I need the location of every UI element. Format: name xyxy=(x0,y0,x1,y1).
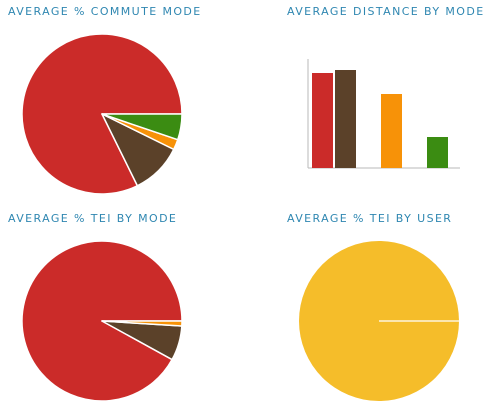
chart-title-distance-by-mode: AVERAGE DISTANCE BY MODE xyxy=(287,5,485,18)
bar-chart-distance-by-mode xyxy=(307,59,460,169)
chart-title-tei-by-user: AVERAGE % TEI BY USER xyxy=(287,212,453,225)
bar-0 xyxy=(312,73,333,168)
pie-chart-tei-by-mode xyxy=(21,240,183,402)
chart-title-tei-by-mode: AVERAGE % TEI BY MODE xyxy=(8,212,178,225)
pie-slice-3 xyxy=(101,113,183,141)
bar-2 xyxy=(381,94,402,168)
bar-3 xyxy=(427,137,448,168)
pie-slice-2 xyxy=(101,320,183,327)
chart-title-commute-mode: AVERAGE % COMMUTE MODE xyxy=(8,5,202,18)
bar-1 xyxy=(335,70,356,168)
pie-chart-commute-mode xyxy=(21,33,183,195)
pie-chart-tei-by-user xyxy=(299,241,459,401)
